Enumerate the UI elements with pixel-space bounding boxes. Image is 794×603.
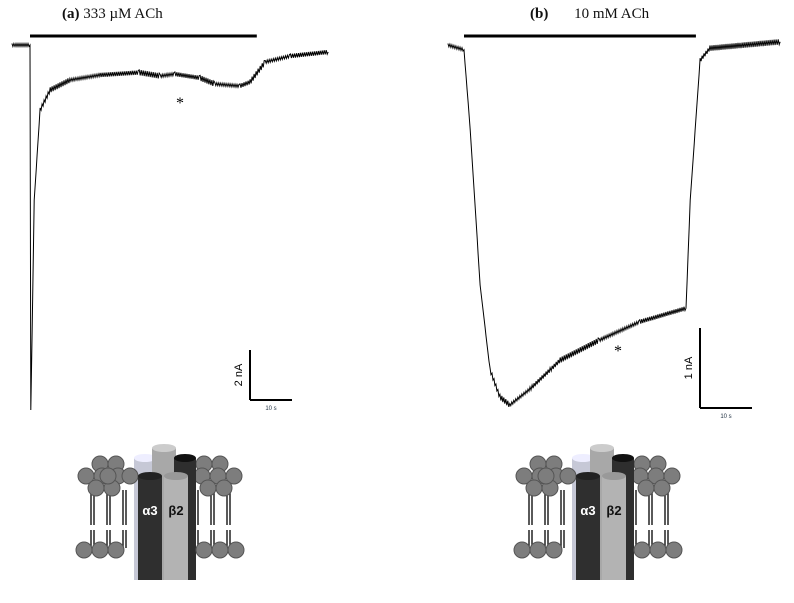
lipid-head-icon <box>529 541 547 559</box>
lipid-head-icon <box>537 467 555 485</box>
subunit-label-beta2: β2 <box>606 503 621 518</box>
lipid-head-icon <box>199 479 217 497</box>
current-trace-1 <box>447 39 781 408</box>
scale-bar-time-label-0: 10 s <box>265 406 276 412</box>
lipid-head-icon <box>665 541 683 559</box>
lipid-head-icon <box>545 541 563 559</box>
subunit-label-alpha3: α3 <box>580 503 595 518</box>
lipid-head-icon <box>633 541 651 559</box>
subunit-beta2 <box>164 476 188 580</box>
lipid-head-icon <box>559 467 577 485</box>
subunit-back-center-top <box>152 444 176 452</box>
lipid-head-icon <box>653 479 671 497</box>
subunit-beta2-top <box>602 472 626 480</box>
lipid-head-icon <box>87 479 105 497</box>
lipid-head-icon <box>75 541 93 559</box>
subunit-back-right-top <box>612 454 634 462</box>
subunit-back-left-top <box>134 454 156 462</box>
subunit-alpha3 <box>138 476 162 580</box>
significance-asterisk-0: * <box>176 95 184 112</box>
subunit-back-right-top <box>174 454 196 462</box>
scale-bar-current-label-1: 1 nA <box>683 356 695 379</box>
nachr-channel-diagram-0: α3 β2 <box>75 444 245 580</box>
lipid-head-icon <box>107 541 125 559</box>
subunit-label-beta2: β2 <box>168 503 183 518</box>
subunit-back-center-top <box>590 444 614 452</box>
lipid-head-icon <box>525 479 543 497</box>
lipid-head-icon <box>513 541 531 559</box>
lipid-head-icon <box>227 541 245 559</box>
scale-bar-current-label-0: 2 nA <box>233 363 245 386</box>
subunit-alpha3-top <box>576 472 600 480</box>
lipid-head-icon <box>225 467 243 485</box>
lipid-head-icon <box>99 467 117 485</box>
lipid-head-icon <box>211 541 229 559</box>
panel-b-title: (b) 10 mM ACh <box>530 6 650 22</box>
subunit-label-alpha3: α3 <box>142 503 157 518</box>
subunit-back-left-top <box>572 454 594 462</box>
lipid-head-icon <box>91 541 109 559</box>
significance-asterisk-1: * <box>614 343 622 360</box>
panel-a-title: (a) 333 µM ACh <box>62 6 163 22</box>
lipid-head-icon <box>215 479 233 497</box>
nachr-channel-diagram-1: α3 β2 <box>513 444 683 580</box>
subunit-alpha3-top <box>138 472 162 480</box>
lipid-head-icon <box>649 541 667 559</box>
lipid-head-icon <box>121 467 139 485</box>
lipid-head-icon <box>663 467 681 485</box>
scale-bar-time-label-1: 10 s <box>720 414 731 420</box>
current-trace-0 <box>11 41 329 411</box>
subunit-alpha3 <box>576 476 600 580</box>
lipid-head-icon <box>195 541 213 559</box>
subunit-beta2-top <box>164 472 188 480</box>
subunit-beta2 <box>602 476 626 580</box>
lipid-head-icon <box>637 479 655 497</box>
